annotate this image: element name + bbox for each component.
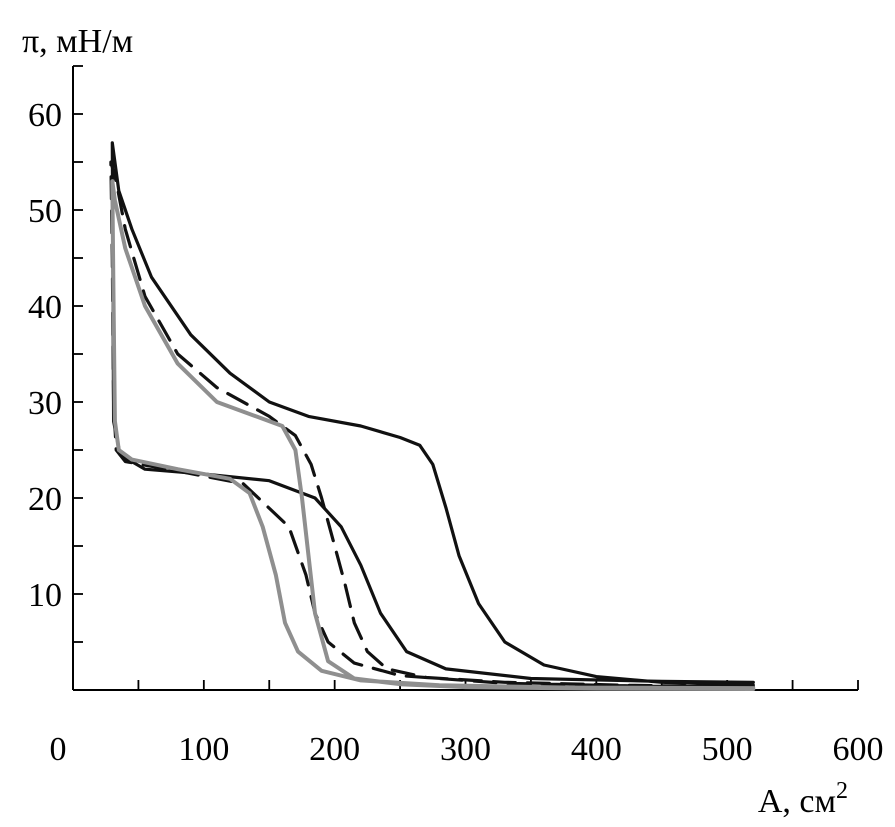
isotherm-line-1 <box>110 141 755 687</box>
y-tick-label: 40 <box>28 289 62 326</box>
x-axis-label-main: A, см <box>758 783 836 820</box>
y-tick-label: 30 <box>28 385 62 422</box>
y-ticks: 10 20 30 40 50 60 <box>28 97 83 614</box>
x-ticks: 0 100 200 300 400 500 600 <box>50 680 884 768</box>
x-axis-label-superscript: 2 <box>836 778 848 804</box>
y-tick-label: 20 <box>28 481 62 518</box>
x-tick-label: 400 <box>571 731 622 768</box>
x-tick-label: 300 <box>440 731 491 768</box>
x-tick-label: 500 <box>702 731 753 768</box>
y-tick-label: 50 <box>28 193 62 230</box>
x-tick-label: 600 <box>833 731 884 768</box>
series-layer <box>109 141 756 691</box>
isotherm-line-2 <box>109 160 755 689</box>
minor-ticks <box>73 65 794 690</box>
y-tick-label: 60 <box>28 97 62 134</box>
x-axis-title: A, см2 <box>758 778 848 820</box>
y-axis-label: π, мН/м <box>22 23 133 60</box>
y-tick-label: 10 <box>28 577 62 614</box>
x-axis-label: A, см2 <box>758 778 848 820</box>
x-tick-label: 0 <box>50 731 67 768</box>
isotherm-line-3 <box>110 179 756 691</box>
x-tick-label: 200 <box>309 731 360 768</box>
y-axis-title: π, мН/м <box>22 23 133 60</box>
x-tick-label: 100 <box>178 731 229 768</box>
